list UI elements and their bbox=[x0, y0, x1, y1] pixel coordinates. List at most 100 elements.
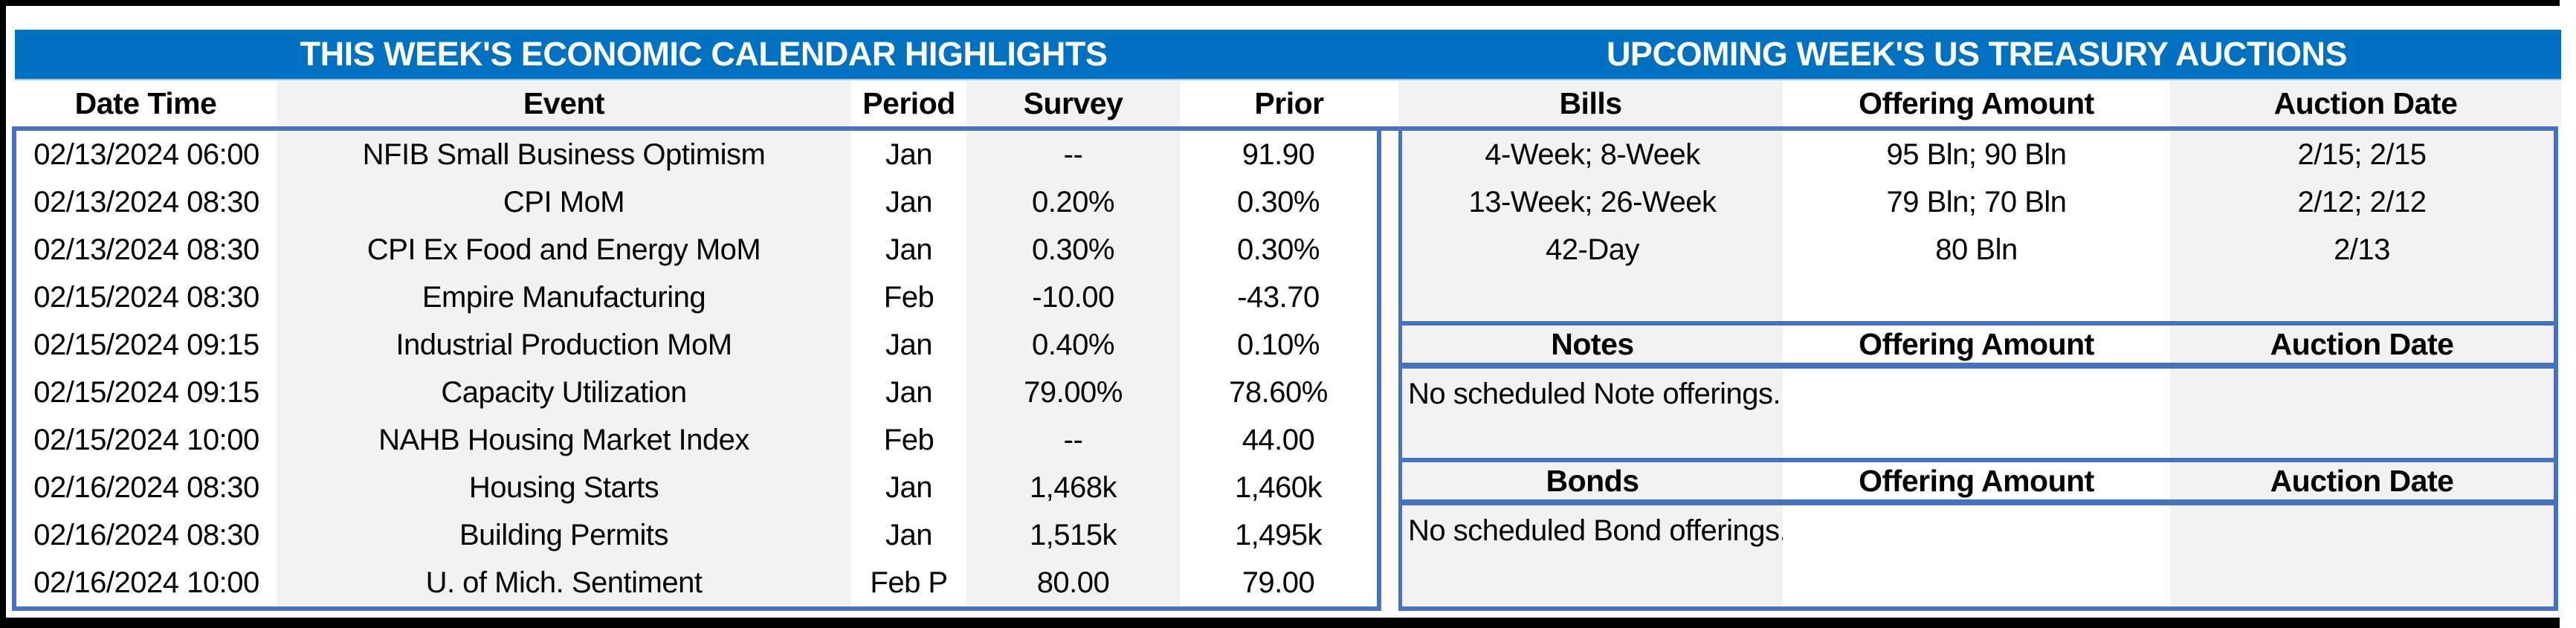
column-header-survey: Survey bbox=[966, 80, 1180, 126]
date-time-cell: 02/15/2024 10:00 bbox=[16, 416, 277, 464]
prior-cell: 44.00 bbox=[1180, 416, 1377, 464]
title-bar: THIS WEEK'S ECONOMIC CALENDAR HIGHLIGHTS… bbox=[15, 30, 2561, 80]
bills-table: 4-Week; 8-Week 95 Bln; 90 Bln 2/15; 2/15… bbox=[1398, 131, 2558, 326]
calendar-row: 02/16/2024 08:30 Building Permits Jan 1,… bbox=[16, 511, 1377, 559]
period-cell: Jan bbox=[851, 178, 966, 226]
prior-cell: 91.90 bbox=[1180, 131, 1377, 178]
bonds-amount-cell bbox=[1783, 505, 2170, 606]
column-header-date-time: Date Time bbox=[15, 80, 277, 126]
bonds-empty-message: No scheduled Bond offerings. bbox=[1402, 505, 1788, 606]
bills-row: 42-Day 80 Bln 2/13 bbox=[1402, 226, 2554, 273]
prior-cell: 1,460k bbox=[1180, 464, 1377, 511]
bill-date-cell: 2/13 bbox=[2170, 226, 2554, 273]
event-cell: CPI MoM bbox=[277, 178, 851, 226]
survey-cell: 80.00 bbox=[966, 559, 1180, 606]
column-header-event: Event bbox=[277, 80, 851, 126]
period-cell: Jan bbox=[851, 369, 966, 416]
calendar-row: 02/15/2024 09:15 Capacity Utilization Ja… bbox=[16, 369, 1377, 416]
bills-row-empty bbox=[1402, 273, 2554, 321]
date-time-cell: 02/15/2024 09:15 bbox=[16, 321, 277, 369]
notes-header-row: Notes Offering Amount Auction Date bbox=[1402, 326, 2554, 369]
prior-cell: 0.30% bbox=[1180, 178, 1377, 226]
prior-cell: 0.10% bbox=[1180, 321, 1377, 369]
period-cell: Jan bbox=[851, 464, 966, 511]
notes-empty-message: No scheduled Note offerings. bbox=[1402, 369, 1783, 458]
notes-auction-date-header: Auction Date bbox=[2170, 326, 2554, 363]
bill-date-cell: 2/12; 2/12 bbox=[2170, 178, 2554, 226]
bill-security-cell: 42-Day bbox=[1402, 226, 1783, 273]
bonds-auction-date-header: Auction Date bbox=[2170, 462, 2554, 499]
event-cell: Capacity Utilization bbox=[277, 369, 851, 416]
survey-cell: -- bbox=[966, 416, 1180, 464]
date-time-cell: 02/16/2024 08:30 bbox=[16, 464, 277, 511]
treasury-auctions-title: UPCOMING WEEK'S US TREASURY AUCTIONS bbox=[1606, 35, 2348, 73]
calendar-row: 02/15/2024 09:15 Industrial Production M… bbox=[16, 321, 1377, 369]
survey-cell: 0.30% bbox=[966, 226, 1180, 273]
bill-date-cell: 2/15; 2/15 bbox=[2170, 131, 2554, 178]
notes-header: Notes bbox=[1402, 326, 1783, 363]
calendar-row: 02/13/2024 06:00 NFIB Small Business Opt… bbox=[16, 131, 1377, 178]
notes-date-cell bbox=[2170, 369, 2554, 458]
period-cell: Feb bbox=[851, 416, 966, 464]
calendar-row: 02/15/2024 10:00 NAHB Housing Market Ind… bbox=[16, 416, 1377, 464]
bill-security-cell: 13-Week; 26-Week bbox=[1402, 178, 1783, 226]
survey-cell: 0.40% bbox=[966, 321, 1180, 369]
date-time-cell: 02/13/2024 08:30 bbox=[16, 178, 277, 226]
survey-cell: 79.00% bbox=[966, 369, 1180, 416]
event-cell: Empire Manufacturing bbox=[277, 273, 851, 321]
prior-cell: -43.70 bbox=[1180, 273, 1377, 321]
date-time-cell: 02/15/2024 09:15 bbox=[16, 369, 277, 416]
bonds-date-cell bbox=[2170, 505, 2554, 606]
prior-cell: 79.00 bbox=[1180, 559, 1377, 606]
date-time-cell: 02/13/2024 08:30 bbox=[16, 226, 277, 273]
bonds-table: Bonds Offering Amount Auction Date No sc… bbox=[1398, 462, 2558, 611]
bonds-body: No scheduled Bond offerings. bbox=[1402, 505, 2554, 606]
date-time-cell: 02/15/2024 08:30 bbox=[16, 273, 277, 321]
bill-security-cell: 4-Week; 8-Week bbox=[1402, 131, 1783, 178]
prior-cell: 0.30% bbox=[1180, 226, 1377, 273]
calendar-row: 02/13/2024 08:30 CPI Ex Food and Energy … bbox=[16, 226, 1377, 273]
notes-amount-cell bbox=[1783, 369, 2170, 458]
column-header-prior: Prior bbox=[1180, 80, 1398, 126]
bill-date-cell bbox=[2170, 273, 2554, 321]
survey-cell: -- bbox=[966, 131, 1180, 178]
period-cell: Jan bbox=[851, 226, 966, 273]
calendar-row: 02/15/2024 08:30 Empire Manufacturing Fe… bbox=[16, 273, 1377, 321]
bills-row: 4-Week; 8-Week 95 Bln; 90 Bln 2/15; 2/15 bbox=[1402, 131, 2554, 178]
date-time-cell: 02/13/2024 06:00 bbox=[16, 131, 277, 178]
notes-offering-amount-header: Offering Amount bbox=[1783, 326, 2170, 363]
calendar-row: 02/16/2024 10:00 U. of Mich. Sentiment F… bbox=[16, 559, 1377, 606]
event-cell: Building Permits bbox=[277, 511, 851, 559]
event-cell: NAHB Housing Market Index bbox=[277, 416, 851, 464]
bonds-header-row: Bonds Offering Amount Auction Date bbox=[1402, 462, 2554, 505]
date-time-cell: 02/16/2024 10:00 bbox=[16, 559, 277, 606]
period-cell: Jan bbox=[851, 321, 966, 369]
calendar-row: 02/13/2024 08:30 CPI MoM Jan 0.20% 0.30% bbox=[16, 178, 1377, 226]
economic-calendar-table: 02/13/2024 06:00 NFIB Small Business Opt… bbox=[12, 131, 1381, 611]
column-header-offering-amount: Offering Amount bbox=[1783, 80, 2170, 126]
survey-cell: 0.20% bbox=[966, 178, 1180, 226]
column-header-auction-date: Auction Date bbox=[2170, 80, 2561, 126]
calendar-row: 02/16/2024 08:30 Housing Starts Jan 1,46… bbox=[16, 464, 1377, 511]
header-divider-line bbox=[12, 126, 2558, 131]
bill-amount-cell: 80 Bln bbox=[1783, 226, 2170, 273]
event-cell: U. of Mich. Sentiment bbox=[277, 559, 851, 606]
survey-cell: 1,515k bbox=[966, 511, 1180, 559]
notes-body: No scheduled Note offerings. bbox=[1402, 369, 2554, 458]
event-cell: CPI Ex Food and Energy MoM bbox=[277, 226, 851, 273]
period-cell: Jan bbox=[851, 131, 966, 178]
notes-table: Notes Offering Amount Auction Date No sc… bbox=[1398, 326, 2558, 462]
column-header-row: Date Time Event Period Survey Prior Bill… bbox=[15, 80, 2561, 126]
event-cell: Industrial Production MoM bbox=[277, 321, 851, 369]
period-cell: Feb P bbox=[851, 559, 966, 606]
bonds-offering-amount-header: Offering Amount bbox=[1783, 462, 2170, 499]
treasury-auctions-section: 4-Week; 8-Week 95 Bln; 90 Bln 2/15; 2/15… bbox=[1398, 131, 2558, 611]
period-cell: Feb bbox=[851, 273, 966, 321]
economic-calendar-title: THIS WEEK'S ECONOMIC CALENDAR HIGHLIGHTS bbox=[300, 35, 1108, 73]
bill-amount-cell: 95 Bln; 90 Bln bbox=[1783, 131, 2170, 178]
date-time-cell: 02/16/2024 08:30 bbox=[16, 511, 277, 559]
prior-cell: 78.60% bbox=[1180, 369, 1377, 416]
bill-amount-cell: 79 Bln; 70 Bln bbox=[1783, 178, 2170, 226]
column-header-bills: Bills bbox=[1398, 80, 1783, 126]
